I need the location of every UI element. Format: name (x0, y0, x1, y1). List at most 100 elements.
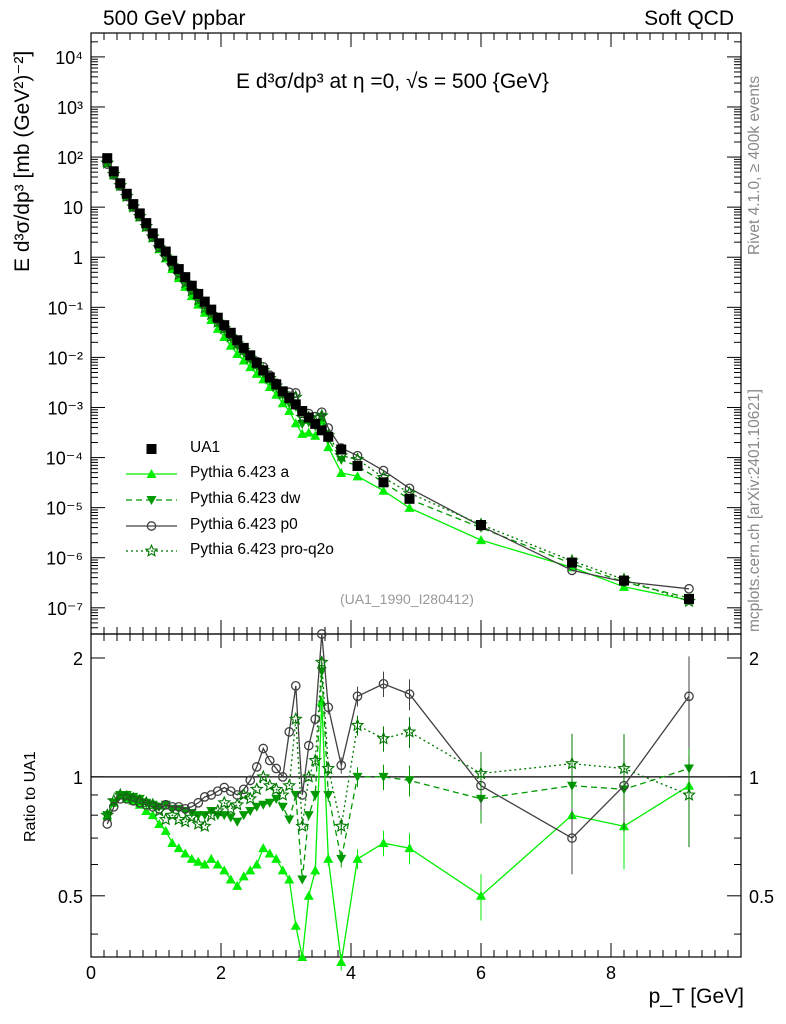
data-point (193, 288, 204, 299)
legend-marker-series-2 (146, 521, 157, 531)
ratio-2-point (264, 755, 275, 766)
series-0-point (303, 427, 314, 437)
legend-label-series-3: Pythia 6.423 pro-q2o (190, 541, 334, 558)
data-point (684, 593, 694, 604)
ratio-2-point (199, 792, 210, 802)
ratio-3-point (256, 769, 271, 783)
series-0-point (310, 430, 321, 440)
ratio-3-point (204, 807, 219, 822)
data-point (251, 357, 262, 368)
ratio-axis-label: Ratio to UA1 (22, 751, 39, 842)
data-point (323, 431, 334, 442)
x-tick-label: 6 (476, 963, 486, 983)
ratio-0-point (193, 856, 204, 866)
data-point (180, 272, 191, 283)
data-point (147, 228, 158, 239)
ratio-1-point (193, 811, 204, 821)
header-left: 500 GeV ppbar (103, 7, 246, 30)
series-0-point (290, 418, 301, 428)
y-tick-label: 10⁴ (55, 48, 83, 68)
series-2-point (378, 465, 389, 476)
header-right: Soft QCD (644, 7, 734, 30)
series-0-point (336, 467, 347, 477)
ratio-0-point (154, 818, 165, 828)
ratio-0-point (212, 859, 223, 869)
ratio-1-point (271, 794, 282, 804)
data-point (316, 425, 327, 436)
data-point (245, 350, 256, 361)
plot-title: E d³σ/dp³ at η =0, √s = 500 {GeV} (236, 70, 549, 93)
data-point (404, 493, 415, 504)
ratio-3-point (100, 807, 115, 822)
x-tick-label: 8 (606, 963, 616, 983)
data-point (232, 335, 243, 346)
series-0-point (245, 362, 256, 372)
ratio-0-point (251, 859, 262, 869)
data-point (619, 575, 629, 586)
y-tick-label: 10⁻⁵ (46, 499, 83, 519)
ratio-1-point (277, 802, 288, 812)
legend-label-series-2: Pythia 6.423 p0 (190, 516, 298, 533)
y-tick-label: 10⁻⁷ (47, 599, 83, 619)
data-point (173, 264, 184, 275)
ratio-3-point (210, 803, 225, 817)
ratio-2-point (277, 772, 288, 782)
series-line-0 (106, 162, 690, 601)
ratio-tick-label: 0.5 (58, 887, 83, 907)
ratio-0-point (141, 805, 152, 815)
ratio-0-point (238, 871, 249, 881)
ratio-line-0 (106, 701, 690, 963)
ratio-0-point (232, 880, 243, 890)
ratio-2-point (193, 797, 204, 808)
ratio-2-point (271, 763, 282, 774)
ratio-3-point (191, 816, 206, 830)
ratio-1-point (238, 811, 249, 821)
ratio-3-point (269, 782, 284, 796)
ratio-3-point (230, 797, 245, 811)
ratio-1-point (225, 813, 236, 823)
ratio-3-point (243, 791, 258, 805)
ratio-2-point (251, 762, 262, 772)
ratio-3-point (165, 807, 180, 822)
ratio-2-point (108, 801, 119, 812)
ratio-3-point (184, 810, 199, 824)
data-point (102, 153, 113, 164)
ratio-2-point (284, 727, 295, 737)
legend-marker-series-1 (146, 496, 157, 505)
ratio-0-point (219, 865, 230, 875)
legend-label-series-1: Pythia 6.423 dw (190, 490, 301, 507)
ratio-3-point (236, 787, 251, 801)
legend-marker-series-3 (144, 543, 159, 557)
ratio-1-point (284, 815, 295, 825)
data-point (310, 418, 321, 429)
ratio-3-point (152, 803, 167, 817)
series-0-point (352, 471, 363, 481)
series-0-point (476, 535, 486, 545)
x-axis-label: p_T [GeV] (648, 985, 744, 1008)
series-0-point (225, 340, 236, 350)
data-point (258, 365, 269, 376)
ratio-2-point (290, 681, 301, 691)
series-0-point (378, 485, 389, 495)
data-point (284, 392, 295, 403)
x-tick-label: 4 (346, 963, 356, 983)
data-point (238, 342, 249, 353)
analysis-tag: (UA1_1990_I280412) (340, 591, 474, 607)
legend-marker-series-0 (146, 469, 157, 478)
data-point (567, 557, 577, 568)
y-tick-label: 1 (73, 248, 83, 268)
ratio-3-point (262, 778, 277, 792)
ratio-0-point (271, 853, 282, 863)
legend-label-series-0: Pythia 6.423 a (190, 464, 290, 481)
ratio-2-point (238, 784, 249, 795)
rivet-version-label: Rivet 4.1.0, ≥ 400k events (746, 75, 763, 255)
ratio-0-point (225, 874, 236, 884)
series-0-point (323, 442, 334, 452)
ratio-3-point (301, 769, 316, 783)
data-point (206, 304, 217, 315)
y-tick-label: 10⁻² (47, 348, 83, 368)
data-point (290, 399, 301, 410)
x-tick-label: 0 (86, 963, 96, 983)
series-0-point (238, 355, 249, 365)
